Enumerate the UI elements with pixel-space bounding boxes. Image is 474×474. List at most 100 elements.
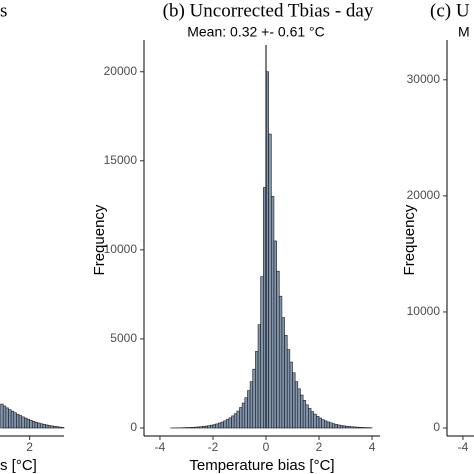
bar: [199, 426, 203, 429]
bar: [228, 417, 232, 429]
bar: [34, 421, 38, 429]
bar: [220, 421, 224, 429]
y-tick-label: 20000: [407, 188, 441, 202]
bar: [223, 420, 227, 429]
bar: [331, 423, 336, 429]
bar: [334, 424, 338, 429]
x-axis-label: Temperature bias [°C]: [189, 457, 334, 474]
bar: [58, 426, 62, 429]
bar: [31, 420, 36, 429]
bar: [233, 413, 238, 429]
panel-title: (c) U: [430, 0, 470, 21]
bar: [318, 417, 322, 429]
bar: [2, 405, 7, 429]
bar: [21, 416, 25, 429]
bar: [26, 418, 30, 429]
bar: [305, 404, 309, 429]
bar: [300, 394, 304, 429]
y-axis-label: Frequency: [401, 204, 418, 275]
bar: [239, 407, 243, 429]
bar: [324, 420, 328, 429]
bar: [316, 415, 320, 429]
bar: [47, 425, 52, 429]
bar: [191, 426, 195, 429]
y-tick-label: 15000: [104, 153, 138, 167]
x-tick-label: -4: [155, 440, 166, 454]
panel-subtitle: Mean: 0.32 +- 0.61 °C: [187, 24, 325, 40]
bar: [207, 425, 211, 429]
bar: [355, 426, 360, 429]
x-tick-label: 4: [369, 440, 376, 454]
bar: [217, 422, 222, 429]
bar: [273, 240, 277, 429]
x-tick-label: 2: [26, 440, 33, 454]
bar: [268, 133, 272, 429]
bar: [194, 426, 198, 429]
y-tick-label: 30000: [407, 72, 441, 86]
bar: [53, 425, 57, 429]
y-tick-label: 20000: [104, 64, 138, 78]
bar: [292, 372, 296, 429]
bar: [13, 412, 17, 429]
bar: [24, 417, 28, 429]
bar: [37, 422, 41, 429]
bar: [310, 411, 315, 429]
bar: [5, 407, 9, 429]
bar: [361, 427, 365, 429]
bar: [249, 381, 254, 429]
bar: [247, 390, 251, 429]
bar: [286, 349, 291, 429]
bar: [50, 425, 54, 429]
panel-title: (b) Uncorrected Tbias - day: [163, 0, 374, 21]
bar: [347, 426, 352, 429]
bar: [281, 317, 285, 429]
bar: [313, 413, 317, 429]
bar: [257, 324, 261, 429]
bar: [0, 403, 4, 429]
bar: [321, 419, 325, 429]
bar: [302, 400, 307, 429]
y-tick-label: 10000: [104, 242, 138, 256]
bar: [204, 425, 208, 429]
bar: [241, 402, 246, 429]
x-tick-label: 0: [263, 440, 270, 454]
x-tick-label: -4: [458, 440, 469, 454]
y-axis-label: Frequency: [91, 204, 108, 275]
bar: [339, 425, 344, 429]
bar: [236, 410, 240, 429]
y-tick-label: 5000: [110, 331, 137, 345]
panel-title: s: [0, 0, 7, 21]
x-tick-label: 2: [316, 440, 323, 454]
panel-subtitle: M: [458, 24, 470, 40]
bar: [244, 397, 248, 429]
bar: [358, 426, 362, 429]
bar: [284, 335, 288, 429]
y-tick-label: 0: [130, 420, 137, 434]
bar: [55, 426, 60, 429]
bar: [337, 424, 341, 429]
y-tick-label: 10000: [407, 304, 441, 318]
bar: [271, 196, 275, 429]
bar: [42, 424, 46, 429]
bar: [215, 423, 219, 429]
bar: [342, 425, 346, 429]
bar: [196, 426, 201, 429]
x-axis-label: s [°C]: [0, 457, 37, 474]
bar: [345, 425, 349, 429]
bar: [353, 426, 357, 429]
bar: [329, 422, 333, 429]
bar: [260, 276, 264, 429]
y-tick-label: 0: [433, 420, 440, 434]
bar: [188, 427, 193, 429]
bar: [350, 426, 354, 429]
bar: [202, 426, 206, 429]
bar: [8, 409, 12, 429]
bar: [326, 421, 330, 429]
bar: [29, 420, 33, 429]
bar: [10, 410, 15, 429]
bar: [278, 295, 283, 429]
bar: [225, 419, 230, 429]
bar: [289, 361, 293, 429]
bar: [39, 423, 44, 429]
